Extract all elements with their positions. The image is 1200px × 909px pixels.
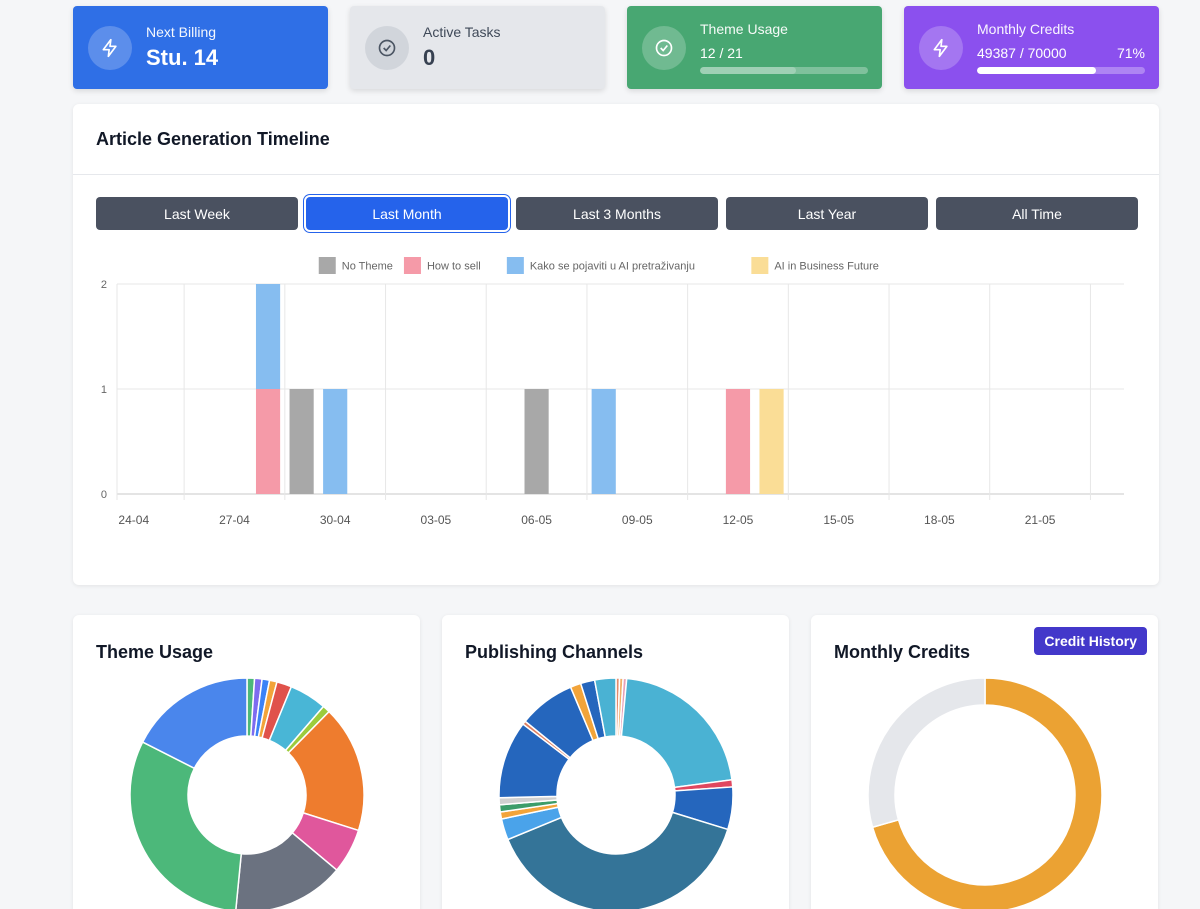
x-tick-label: 03-05 — [421, 513, 452, 527]
divider — [73, 174, 1159, 175]
donut-slice — [620, 677, 733, 789]
range-last-3-months-button[interactable]: Last 3 Months — [516, 197, 718, 230]
donut-slice — [235, 831, 338, 909]
range-last-week-button[interactable]: Last Week — [96, 197, 298, 230]
range-last-month-button[interactable]: Last Month — [306, 197, 508, 230]
bar-how-to-sell — [255, 389, 281, 494]
x-tick-label: 06-05 — [521, 513, 552, 527]
check-circle-icon — [365, 25, 409, 70]
check-circle-icon — [642, 25, 686, 70]
legend-swatch — [318, 257, 336, 274]
theme-usage-progress-bar — [700, 67, 868, 74]
monthly-credits-card: Monthly Credits 49387 / 70000 71% — [904, 6, 1159, 89]
publishing-channels-chart-title: Publishing Channels — [465, 642, 644, 662]
y-tick-label: 2 — [101, 279, 107, 291]
next-billing-card: Next Billing Stu. 14 — [73, 6, 328, 89]
legend-label: AI in Business Future — [774, 261, 879, 273]
x-tick-label: 21-05 — [1025, 513, 1056, 527]
donut-slice — [593, 677, 617, 738]
bar-kako-se-pojaviti-u-ai-pretra-ivanju — [255, 284, 281, 389]
publishing-channels-panel: Publishing Channels — [442, 615, 789, 909]
chart-legend: No Theme How to sell Kako se pojaviti u AI… — [318, 257, 879, 274]
publishing-channels-donut-chart — [498, 677, 734, 909]
range-last-year-button[interactable]: Last Year — [726, 197, 928, 230]
monthly-credits-progress-bar — [977, 67, 1145, 74]
y-tick-label: 0 — [101, 489, 107, 501]
theme-usage-label: Theme Usage — [700, 21, 788, 37]
bar-no-theme — [289, 389, 314, 494]
legend-swatch — [403, 257, 421, 274]
theme-usage-card: Theme Usage 12 / 21 — [627, 6, 882, 89]
legend-swatch — [751, 257, 769, 274]
legend-label: No Theme — [342, 261, 393, 273]
credit-history-button[interactable]: Credit History — [1034, 627, 1147, 655]
active-tasks-card: Active Tasks 0 — [350, 6, 605, 89]
x-tick-label: 30-04 — [320, 513, 351, 527]
range-all-time-button[interactable]: All Time — [936, 197, 1138, 230]
next-billing-value: Stu. 14 — [146, 45, 219, 70]
article-timeline-panel: Article Generation Timeline Last Week La… — [73, 104, 1159, 585]
monthly-credits-label: Monthly Credits — [977, 21, 1075, 37]
active-tasks-label: Active Tasks — [423, 24, 501, 40]
legend-swatch — [506, 257, 524, 274]
x-tick-label: 09-05 — [622, 513, 653, 527]
y-tick-label: 1 — [101, 384, 107, 396]
legend-label: How to sell — [427, 261, 481, 273]
monthly-credits-donut-chart — [867, 677, 1103, 909]
bar-ai-in-business-future — [759, 389, 784, 494]
donut-slice — [506, 811, 729, 909]
bar-how-to-sell — [725, 389, 751, 494]
monthly-credits-chart-title: Monthly Credits — [834, 642, 971, 662]
x-tick-label: 24-04 — [118, 513, 149, 527]
next-billing-label: Next Billing — [146, 24, 217, 40]
timeline-title: Article Generation Timeline — [96, 129, 330, 149]
lightning-icon — [919, 25, 963, 70]
x-tick-label: 27-04 — [219, 513, 250, 527]
lightning-icon — [88, 25, 132, 70]
timeline-bar-chart: No Theme How to sell Kako se pojaviti u AI… — [101, 257, 1124, 527]
x-tick-label: 15-05 — [823, 513, 854, 527]
x-tick-label: 12-05 — [723, 513, 754, 527]
donut-slice — [871, 677, 1103, 909]
theme-usage-panel: Theme Usage — [73, 615, 420, 909]
bar-kako-se-pojaviti-u-ai-pretra-ivanju — [591, 389, 616, 494]
active-tasks-value: 0 — [423, 45, 436, 70]
monthly-credits-panel: Monthly Credits Credit History — [811, 615, 1158, 909]
monthly-credits-percent: 71% — [1116, 45, 1145, 61]
theme-usage-value: 12 / 21 — [700, 45, 743, 61]
theme-usage-donut-chart — [129, 677, 365, 909]
theme-usage-chart-title: Theme Usage — [96, 642, 214, 662]
x-tick-label: 18-05 — [924, 513, 955, 527]
donut-slice — [141, 677, 248, 770]
legend-label: Kako se pojaviti u AI pretraživanju — [530, 261, 695, 273]
bar-no-theme — [524, 389, 549, 494]
bar-kako-se-pojaviti-u-ai-pretra-ivanju — [323, 389, 348, 494]
donut-slice — [129, 741, 243, 909]
donut-slice — [867, 677, 986, 829]
monthly-credits-value: 49387 / 70000 — [977, 45, 1067, 61]
